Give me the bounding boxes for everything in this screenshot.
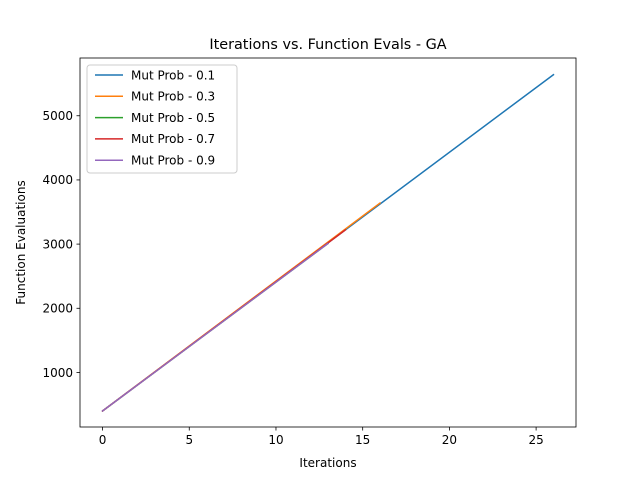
legend-label: Mut Prob - 0.7 [131,132,215,146]
x-tick-label: 20 [442,433,457,447]
legend-label: Mut Prob - 0.1 [131,68,215,82]
y-axis-label: Function Evaluations [14,180,28,304]
y-tick-label: 3000 [42,237,73,251]
x-tick-label: 0 [99,433,107,447]
y-tick-label: 1000 [42,366,73,380]
y-tick-label: 4000 [42,173,73,187]
chart-title: Iterations vs. Function Evals - GA [209,37,446,53]
x-tick-label: 10 [268,433,283,447]
x-tick-label: 5 [185,433,193,447]
x-axis-ticks: 0 5 10 15 20 25 [99,427,544,447]
series-line-5 [101,242,330,413]
legend-box [86,64,238,174]
legend: Mut Prob - 0.1 Mut Prob - 0.3 Mut Prob - 0… [86,64,238,174]
y-tick-label: 2000 [42,302,73,316]
y-axis-ticks: 1000 2000 3000 4000 5000 [42,109,80,380]
legend-label: Mut Prob - 0.3 [131,90,215,104]
series-lines [101,73,555,413]
legend-label: Mut Prob - 0.9 [131,154,215,168]
legend-label: Mut Prob - 0.5 [131,111,215,125]
x-axis-label: Iterations [299,456,356,470]
y-tick-label: 5000 [42,109,73,123]
x-tick-label: 25 [528,433,543,447]
x-tick-label: 15 [355,433,370,447]
plot-area-frame [79,57,577,428]
